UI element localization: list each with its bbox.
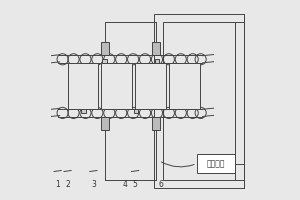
Text: 1: 1 [55, 180, 60, 189]
Bar [101, 63, 132, 109]
Text: 2: 2 [65, 180, 70, 189]
Bar [68, 63, 98, 109]
Bar [163, 22, 236, 180]
Bar [169, 63, 200, 109]
Bar [152, 42, 160, 55]
Text: 4: 4 [123, 180, 128, 189]
Bar [81, 109, 86, 113]
Bar [101, 117, 109, 130]
Bar [134, 109, 138, 113]
Bar [102, 59, 106, 63]
Text: 5: 5 [133, 180, 137, 189]
Text: 6: 6 [158, 180, 164, 189]
Text: 控制系统: 控制系统 [207, 159, 225, 168]
Bar [154, 14, 244, 188]
Bar [135, 63, 166, 109]
Bar [197, 154, 236, 173]
Bar [101, 42, 109, 55]
Bar [152, 117, 160, 130]
Text: 3: 3 [91, 180, 96, 189]
Bar [155, 59, 159, 63]
